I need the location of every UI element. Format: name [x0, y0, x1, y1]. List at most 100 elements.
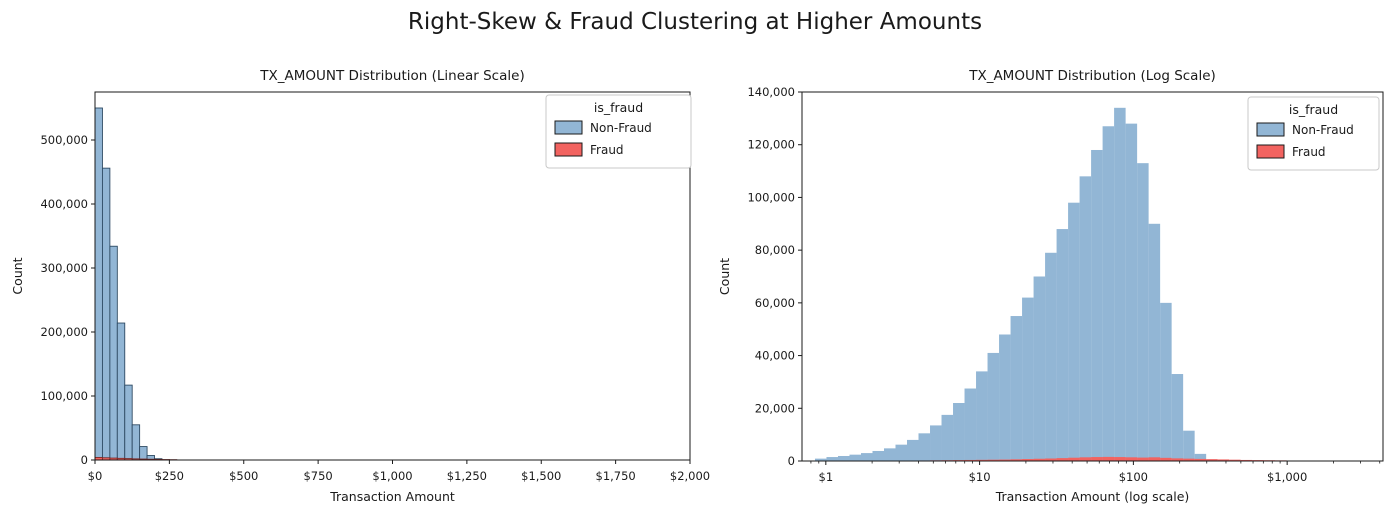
- y-tick-label: 500,000: [40, 133, 88, 147]
- histogram-bar: [999, 334, 1011, 461]
- x-tick-label: $100: [1119, 470, 1148, 484]
- histogram-bar: [1079, 457, 1092, 461]
- histogram-bar: [1114, 107, 1126, 461]
- plot-border: [94, 91, 691, 461]
- histogram-bar: [1160, 457, 1172, 461]
- histogram-bar: [907, 439, 919, 461]
- y-axis-label: Count: [717, 258, 732, 295]
- histogram-bar: [1079, 176, 1092, 461]
- histogram-bar: [1056, 229, 1069, 461]
- histogram-bar: [1148, 223, 1161, 461]
- histogram-bar: [1114, 457, 1126, 461]
- non-fraud-bars: [814, 107, 1218, 462]
- histogram-bar: [999, 459, 1011, 461]
- histogram-bar: [94, 107, 103, 461]
- histogram-bar: [1217, 459, 1230, 461]
- histogram-bar: [1091, 149, 1103, 462]
- y-tick-label: 100,000: [747, 190, 795, 204]
- y-tick-label: 80,000: [755, 243, 795, 257]
- histogram-bar: [1137, 163, 1149, 461]
- y-tick-label: 400,000: [40, 197, 88, 211]
- histogram-bar: [1045, 252, 1057, 461]
- histogram-bar: [860, 453, 873, 461]
- legend-item-label: Non-Fraud: [590, 121, 652, 135]
- plot-border: [801, 91, 1384, 462]
- histogram-bar: [930, 425, 942, 461]
- y-tick-label: 0: [81, 453, 88, 467]
- chart-log-scale: $1 $10 $100 $1,000 0 20,000 40,000 60,000 80,000…: [717, 68, 1384, 504]
- histogram-bar: [1137, 457, 1149, 461]
- histogram-bar: [1010, 459, 1023, 461]
- histogram-bar: [826, 457, 838, 461]
- y-tick-label: 140,000: [747, 85, 795, 99]
- histogram-bar: [1022, 297, 1034, 461]
- y-tick-label: 60,000: [755, 296, 795, 310]
- histogram-bar: [1194, 453, 1207, 461]
- legend: is_fraud Non-Fraud Fraud: [1247, 96, 1380, 171]
- histogram-bar: [1125, 457, 1138, 461]
- axis-ticks: $1 $10 $100 $1,000 0 20,000 40,000 60,000 80,000…: [747, 85, 1381, 484]
- y-axis-label: Count: [10, 257, 25, 294]
- fraud-bars: [907, 456, 1287, 461]
- legend-swatch: [554, 142, 583, 157]
- histogram-bar: [109, 245, 118, 461]
- x-tick-label: $1,000: [1267, 470, 1307, 484]
- x-axis-label: Transaction Amount: [329, 489, 455, 504]
- histogram-bar: [131, 424, 141, 461]
- histogram-bar: [964, 388, 977, 461]
- x-tick-label: $1,250: [447, 469, 487, 483]
- legend-item-label: Fraud: [1292, 145, 1326, 159]
- axis-ticks: $0 $250 $500 $750 $1,000 $1,250 $1,500 $1,750 $2…: [40, 133, 710, 483]
- histogram-bar: [1102, 126, 1115, 461]
- x-tick-label: $500: [229, 469, 258, 483]
- histogram-bar: [1183, 430, 1195, 461]
- histogram-bar: [101, 167, 111, 461]
- histogram-bar: [1183, 458, 1195, 461]
- histogram-bar: [1022, 459, 1034, 461]
- x-tick-label: $10: [969, 470, 991, 484]
- legend-swatch: [1256, 144, 1285, 159]
- histogram-bar: [1068, 457, 1080, 461]
- x-axis-label: Transaction Amount (log scale): [995, 489, 1190, 504]
- histogram-bar: [1045, 458, 1057, 461]
- x-tick-label: $1,750: [596, 469, 636, 483]
- histogram-bar: [1125, 123, 1138, 461]
- y-tick-label: 120,000: [747, 138, 795, 152]
- y-tick-label: 40,000: [755, 349, 795, 363]
- histogram-bar: [941, 414, 954, 462]
- legend-title: is_fraud: [594, 100, 643, 115]
- histogram-bar: [895, 444, 908, 461]
- chart-linear-scale: $0 $250 $500 $750 $1,000 $1,250 $1,500 $1,750 $2…: [10, 68, 710, 504]
- x-tick-label: $0: [88, 469, 103, 483]
- histogram-bar: [849, 454, 861, 461]
- x-tick-label: $1: [819, 470, 834, 484]
- y-tick-label: 300,000: [40, 261, 88, 275]
- histogram-bar: [1194, 458, 1207, 461]
- histogram-bar: [976, 371, 988, 461]
- histogram-bar: [1033, 458, 1046, 461]
- legend-swatch: [1256, 122, 1285, 137]
- histogram-bar: [1148, 457, 1161, 461]
- histogram-bar: [837, 455, 850, 461]
- x-tick-label: $250: [155, 469, 184, 483]
- histogram-bar: [1229, 459, 1241, 461]
- histogram-bar: [987, 352, 1000, 461]
- histogram-bar: [1206, 459, 1218, 461]
- histogram-bar: [1068, 202, 1080, 461]
- histogram-bar: [1171, 374, 1184, 461]
- histogram-bar: [814, 458, 827, 461]
- subplot-title: TX_AMOUNT Distribution (Linear Scale): [259, 68, 524, 84]
- x-tick-label: $2,000: [670, 469, 710, 483]
- histogram-bar: [1010, 316, 1023, 461]
- non-fraud-bars: [94, 107, 163, 461]
- histogram-bar: [964, 459, 977, 461]
- legend: is_fraud Non-Fraud Fraud: [545, 94, 692, 169]
- subplot-title: TX_AMOUNT Distribution (Log Scale): [968, 68, 1216, 84]
- histogram-bar: [1102, 456, 1115, 461]
- histogram-bar: [1171, 458, 1184, 461]
- histogram-bar: [124, 384, 133, 461]
- x-tick-label: $750: [303, 469, 332, 483]
- figure-title: Right-Skew & Fraud Clustering at Higher …: [408, 9, 982, 35]
- histogram-bar: [953, 403, 965, 461]
